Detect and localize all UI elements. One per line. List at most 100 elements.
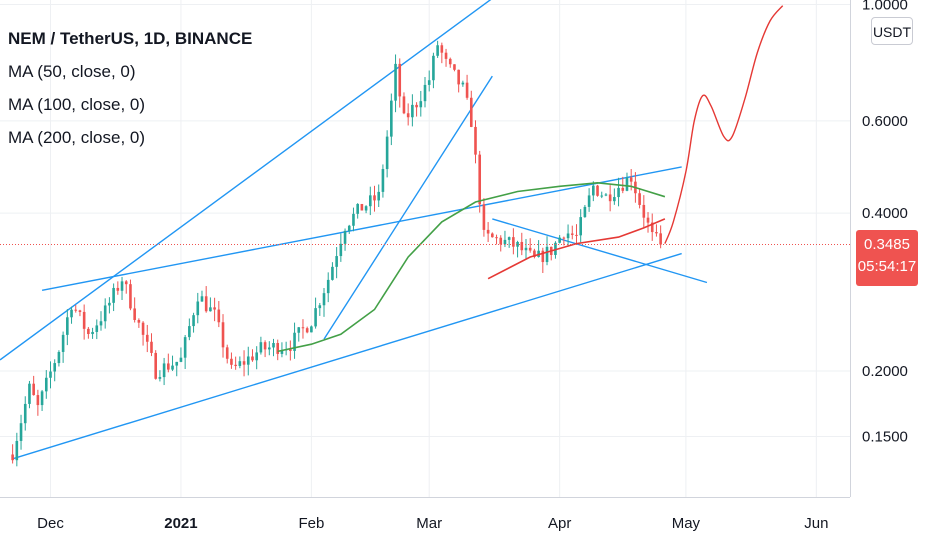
candle-body [297,327,301,333]
candle-body [74,309,78,311]
candle-body [40,391,44,406]
candle-body [512,237,515,247]
candle-body [617,187,620,198]
candle-body [225,347,229,359]
candle-body [32,383,35,396]
candle-body [175,361,179,366]
candle-body [167,363,170,370]
candle-body [592,185,595,196]
candle-body [183,337,187,358]
last-price-value: 0.3485 [864,235,910,253]
candle-body [91,331,94,335]
candle-body [255,352,258,361]
candle-body [596,185,599,196]
ma-100-line [277,181,666,353]
y-tick-label-2: 0.4000 [862,205,908,222]
currency-button[interactable]: USDT [871,17,913,45]
y-tick-label-4: 0.1500 [862,428,908,445]
x-tick-label-5: May [672,515,701,532]
bar-countdown: 05:54:17 [857,257,917,275]
candle-body [587,195,591,207]
candlesticks [11,40,662,467]
candle-body [301,327,305,329]
candle-body [246,356,250,365]
candle-body [70,309,73,318]
indicator-ma-100[interactable]: MA (100, close, 0) [8,95,146,114]
candle-body [49,371,52,378]
candle-body [108,302,111,306]
symbol-title[interactable]: NEM / TetherUS, 1D, BINANCE [8,29,253,48]
candle-body [150,341,153,353]
candle-body [411,104,414,118]
candle-body [196,301,200,316]
candle-body [66,317,69,335]
candle-body [15,440,19,461]
candle-body [339,243,343,257]
candle-body [192,315,195,327]
candle-body [352,213,355,226]
candle-body [604,194,608,196]
ma-50-line [487,218,666,280]
candle-body [655,232,658,234]
trendline-1 [41,166,682,292]
candle-body [61,334,65,352]
candle-body [436,45,439,56]
candle-body [659,233,662,245]
candle-body [579,217,582,236]
candle-body [629,177,633,182]
candle-body [124,281,128,285]
candle-body [242,361,246,365]
indicator-ma-200[interactable]: MA (200, close, 0) [8,128,146,147]
candle-body [120,281,124,291]
candle-body [625,177,629,191]
candle-body [57,351,61,364]
candle-body [440,45,444,53]
candle-body [486,229,490,234]
candle-body [87,328,90,335]
candle-body [268,347,271,350]
candle-body [360,203,364,211]
axes[interactable]: 1.0000 0.6000 0.4000 0.2000 0.1500 Dec 2021 Feb… [0,0,908,532]
candle-body [310,326,313,333]
candle-body [621,187,625,191]
candle-body [545,246,549,263]
candle-body [133,308,136,320]
candle-body [453,64,456,70]
candle-body [322,293,326,306]
candle-body [154,352,157,379]
candle-body [19,423,23,441]
candle-body [347,225,351,231]
trendline-3 [323,75,493,340]
candle-body [238,361,242,366]
candle-body [402,96,406,114]
candle-body [289,349,292,351]
candle-body [331,266,334,280]
candle-body [600,195,604,197]
candle-body [368,195,372,207]
candle-body [314,308,317,327]
candle-body [263,342,267,350]
candle-body [461,82,465,85]
candle-body [116,287,120,291]
candle-body [11,454,14,461]
candle-body [141,322,145,335]
candle-body [272,342,275,348]
chart-legend: NEM / TetherUS, 1D, BINANCE MA (50, clos… [8,22,252,154]
candle-body [137,319,141,323]
candle-body [444,52,448,59]
candle-body [394,63,397,101]
candle-body [491,233,494,238]
candle-body [103,305,107,322]
candle-body [642,204,646,218]
candle-body [541,250,545,263]
candle-body [398,63,402,97]
indicator-ma-50[interactable]: MA (50, close, 0) [8,62,136,81]
candle-body [217,309,221,323]
candle-body [478,154,482,205]
candle-body [638,193,641,205]
candle-body [99,321,103,326]
candle-body [608,194,612,202]
candle-body [318,305,322,309]
candle-body [23,403,27,424]
